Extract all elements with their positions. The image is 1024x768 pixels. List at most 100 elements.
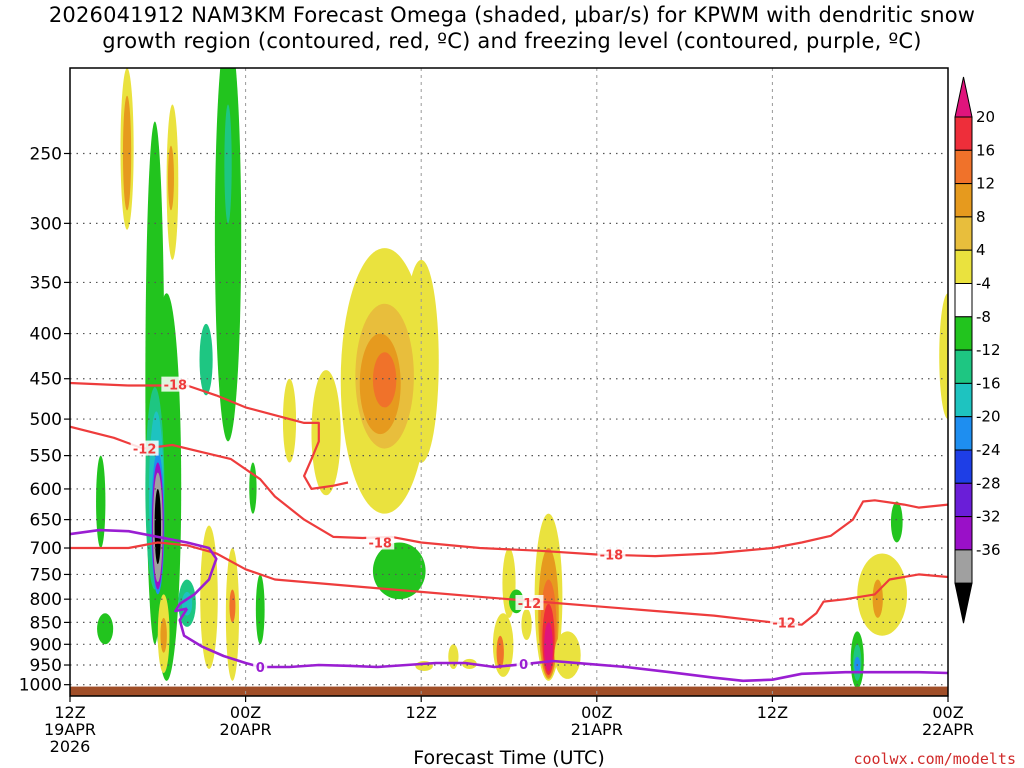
xtick-label-60-line1: 00Z xyxy=(932,703,963,722)
credit-text: coolwx.com/modelts xyxy=(853,750,1016,768)
freezing-label-0: 0 xyxy=(256,661,265,676)
freezing-label-1: 0 xyxy=(519,658,528,673)
ytick-label-950: 950 xyxy=(30,656,62,676)
colorbar: 20 16 12 8 4 -4 -8 -12 -16 -20 -24 -28 -32 -36 xyxy=(954,76,1001,624)
dgz-label-3: -18 xyxy=(600,549,624,564)
colorbar-label-6: -8 xyxy=(976,308,991,326)
plot-frame xyxy=(69,67,949,697)
omega-region-3 xyxy=(167,145,174,211)
colorbar-label-11: -28 xyxy=(976,474,1001,492)
colorbar-top-arrow xyxy=(954,76,973,118)
colorbar-label-2: 12 xyxy=(976,175,995,193)
colorbar-segment-3 xyxy=(954,216,973,251)
omega-region-23 xyxy=(229,589,236,623)
omega-region-29 xyxy=(403,259,439,463)
xtick-label-60-line2: 22APR xyxy=(922,720,974,739)
xtick-label-0-line1: 12Z xyxy=(54,703,85,722)
colorbar-label-4: 4 xyxy=(976,241,986,259)
ytick-label-600: 600 xyxy=(30,480,62,500)
ytick-label-500: 500 xyxy=(30,410,62,430)
dgz-label-bg-5 xyxy=(770,614,799,630)
chart-title: 2026041912 NAM3KM Forecast Omega (shaded… xyxy=(0,2,1024,54)
colorbar-segment-5 xyxy=(954,283,973,318)
colorbar-label-0: 20 xyxy=(976,108,995,126)
xtick-label-12-line2: 20APR xyxy=(220,720,272,739)
colorbar-label-7: -12 xyxy=(976,341,1001,359)
ytick-label-1000: 1000 xyxy=(19,676,62,696)
x-axis-title: Forecast Time (UTC) xyxy=(413,747,604,768)
dgz-label-bg-4 xyxy=(515,594,544,610)
colorbar-label-9: -20 xyxy=(976,408,1001,426)
dgz-label-bg-2 xyxy=(366,534,395,550)
omega-region-4 xyxy=(214,68,242,442)
xtick-label-36-line1: 00Z xyxy=(581,703,612,722)
ytick-label-300: 300 xyxy=(30,214,62,234)
colorbar-label-1: 16 xyxy=(976,141,995,159)
omega-region-32 xyxy=(372,352,397,408)
xtick-label-12-line1: 00Z xyxy=(230,703,261,722)
ytick-label-650: 650 xyxy=(30,511,62,531)
dgz-label-bg-3 xyxy=(597,546,626,562)
title-line-1: 2026041912 NAM3KM Forecast Omega (shaded… xyxy=(48,3,976,27)
ytick-label-550: 550 xyxy=(30,447,62,467)
freezing-label-bg-0 xyxy=(253,659,268,675)
omega-region-49 xyxy=(872,579,883,618)
omega-region-15 xyxy=(96,455,106,549)
dgz-label-5: -12 xyxy=(772,616,796,631)
dgz-contour-minus12-upper xyxy=(70,425,948,558)
freezing-level-contour-upper xyxy=(70,528,218,613)
xtick-label-0-line2: 19APR xyxy=(44,720,96,739)
xtick-label-24-line1: 12Z xyxy=(406,703,437,722)
colorbar-label-8: -16 xyxy=(976,374,1001,392)
ytick-label-750: 750 xyxy=(30,565,62,585)
omega-region-43 xyxy=(544,622,553,672)
colorbar-label-10: -24 xyxy=(976,441,1001,459)
colorbar-segment-12 xyxy=(954,516,973,551)
omega-region-45 xyxy=(448,644,459,670)
omega-region-27 xyxy=(311,370,341,496)
ytick-label-900: 900 xyxy=(30,635,62,655)
ground-layer xyxy=(70,686,948,696)
xtick-label-36-line2: 21APR xyxy=(571,720,623,739)
colorbar-segment-0 xyxy=(954,116,973,151)
omega-region-21 xyxy=(200,525,218,670)
omega-region-44 xyxy=(554,631,581,679)
omega-region-36 xyxy=(496,635,504,670)
omega-shading-layer xyxy=(96,68,948,689)
colorbar-label-12: -32 xyxy=(976,508,1001,526)
dgz-label-2: -18 xyxy=(368,536,392,551)
dgz-label-0: -18 xyxy=(164,379,188,394)
omega-region-24 xyxy=(255,574,265,645)
omega-region-37 xyxy=(521,608,532,641)
pressure-axis: 2503003504004505005506006507007508008509… xyxy=(19,144,70,696)
omega-region-5 xyxy=(224,104,232,224)
ytick-label-850: 850 xyxy=(30,613,62,633)
colorbar-bottom-arrow xyxy=(954,582,973,624)
freezing-level-contour xyxy=(178,607,948,683)
colorbar-segment-9 xyxy=(954,416,973,451)
ytick-label-700: 700 xyxy=(30,539,62,559)
colorbar-label-13: -36 xyxy=(976,541,1001,559)
colorbar-segment-1 xyxy=(954,149,973,185)
omega-region-16 xyxy=(97,613,114,645)
ytick-label-800: 800 xyxy=(30,590,62,610)
freezing-label-bg-1 xyxy=(516,656,531,672)
colorbar-segment-4 xyxy=(954,249,973,284)
title-line-2: growth region (contoured, red, ºC) and f… xyxy=(102,29,922,53)
omega-region-1 xyxy=(122,95,132,211)
omega-region-20 xyxy=(160,617,167,653)
xtick-label-48-line1: 12Z xyxy=(757,703,788,722)
dgz-label-bg-0 xyxy=(161,376,190,392)
colorbar-segment-7 xyxy=(954,349,973,384)
omega-region-14 xyxy=(154,488,162,565)
omega-region-26 xyxy=(282,378,297,463)
contour-layer: -18 -12 -18 -18 -12 -12 0 0 xyxy=(70,376,948,683)
ytick-label-350: 350 xyxy=(30,273,62,293)
colorbar-label-5: -4 xyxy=(976,275,991,293)
ground-terrain xyxy=(70,686,948,696)
omega-region-53 xyxy=(890,501,903,543)
omega-region-54 xyxy=(939,293,948,420)
colorbar-segment-2 xyxy=(954,183,973,218)
ytick-label-250: 250 xyxy=(30,144,62,164)
